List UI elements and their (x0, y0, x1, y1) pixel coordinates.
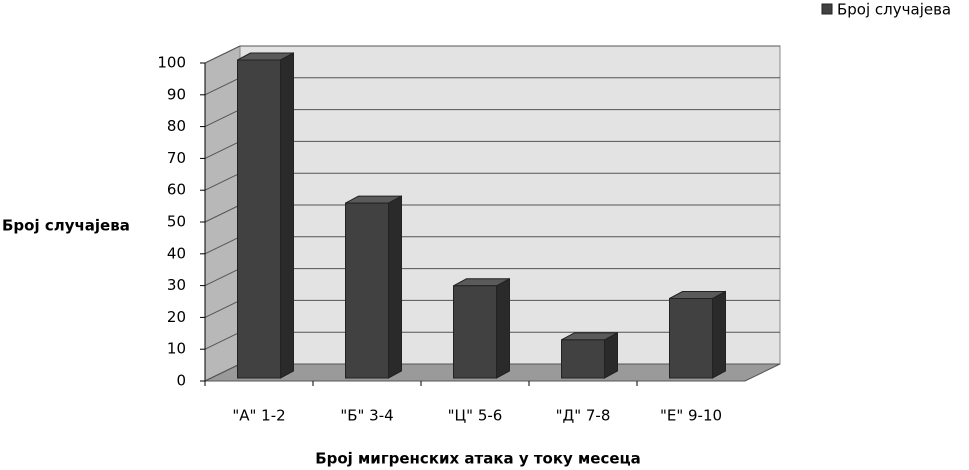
bar-front (669, 298, 713, 379)
bar-front (453, 285, 497, 379)
grid-line (204, 140, 241, 159)
legend-label: Број случајева (837, 1, 951, 19)
grid-line (204, 172, 241, 191)
grid-line (204, 268, 241, 287)
y-tick-label: 30 (167, 276, 186, 294)
x-tick-label: "Б" 3-4 (340, 407, 393, 425)
y-tick-label: 100 (157, 54, 186, 72)
grid-line (204, 299, 241, 318)
legend-swatch (821, 3, 833, 15)
y-tick-label: 40 (167, 244, 186, 262)
x-tick-label: "Ц" 5-6 (448, 407, 503, 425)
grid-line (204, 204, 241, 223)
x-axis-title: Број мигренских атака у току месеца (315, 450, 641, 468)
grid-line (204, 363, 241, 382)
bar (453, 277, 510, 379)
bar-side (496, 277, 510, 379)
grid-line (204, 45, 241, 64)
y-axis-title: Број случајева (2, 217, 130, 235)
grid-line (204, 331, 241, 350)
bar-side (712, 290, 726, 379)
bar (669, 290, 726, 379)
bar-front (345, 202, 389, 379)
x-tick-label: "Е" 9-10 (660, 407, 722, 425)
y-tick-label: 10 (167, 340, 186, 358)
y-tick-label: 20 (167, 308, 186, 326)
bar (237, 52, 294, 379)
x-tick-label: "Д" 7-8 (556, 407, 611, 425)
bar (345, 195, 402, 379)
y-tick-label: 50 (167, 213, 186, 231)
bar-side (604, 332, 618, 379)
y-tick-label: 80 (167, 117, 186, 135)
y-tick-label: 0 (176, 372, 186, 390)
bar-front (561, 339, 605, 379)
y-tick-label: 60 (167, 181, 186, 199)
bar-side (280, 52, 294, 379)
bar (561, 332, 618, 379)
bar-side (388, 195, 402, 379)
y-tick-label: 70 (167, 149, 186, 167)
x-tick-label: "А" 1-2 (232, 407, 285, 425)
grid-line (204, 77, 241, 96)
grid-line (204, 236, 241, 255)
bar-front (237, 59, 281, 379)
y-tick-label: 90 (167, 85, 186, 103)
grid-line (204, 109, 241, 128)
